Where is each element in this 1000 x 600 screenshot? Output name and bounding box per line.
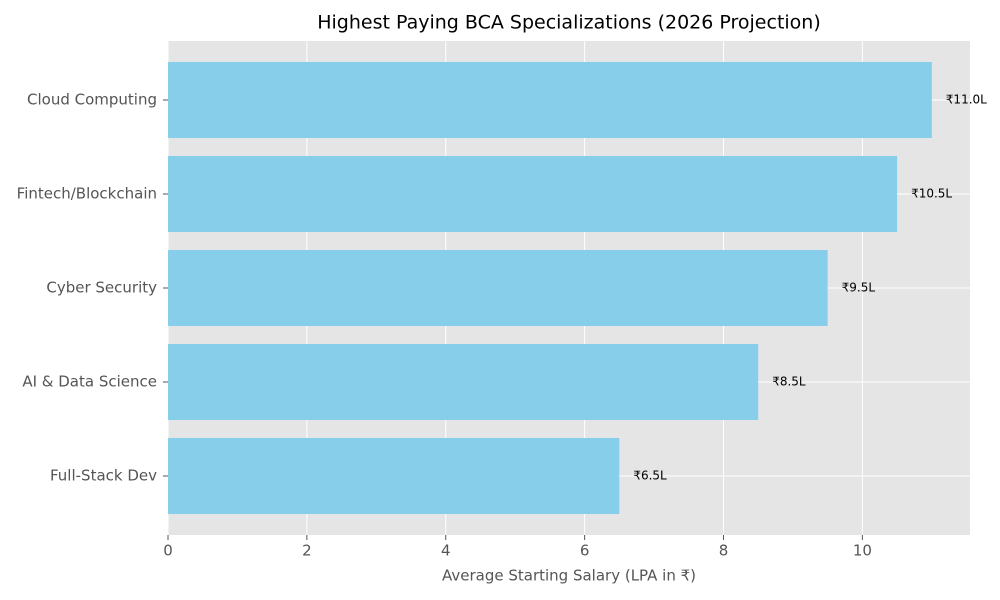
x-tick-label: 2 <box>302 542 312 560</box>
x-tick-label: 8 <box>719 542 729 560</box>
bar <box>168 156 898 232</box>
y-tick-label: Fintech/Blockchain <box>17 185 157 203</box>
bar <box>168 62 932 138</box>
bar <box>168 250 828 326</box>
bar <box>168 344 759 420</box>
x-tick-label: 10 <box>853 542 872 560</box>
y-tick-label: Full-Stack Dev <box>50 467 157 485</box>
chart-title: Highest Paying BCA Specializations (2026… <box>317 12 821 34</box>
x-tick-label: 0 <box>163 542 173 560</box>
y-tick-label: AI & Data Science <box>22 373 157 391</box>
x-tick-label: 4 <box>441 542 451 560</box>
value-label: ₹6.5L <box>633 469 667 483</box>
bar <box>168 438 620 514</box>
y-tick-label: Cyber Security <box>46 279 157 297</box>
value-label: ₹9.5L <box>842 281 876 295</box>
value-label: ₹8.5L <box>772 375 806 389</box>
x-axis-label: Average Starting Salary (LPA in ₹) <box>442 567 696 585</box>
value-label: ₹11.0L <box>946 93 987 107</box>
x-tick-label: 6 <box>580 542 590 560</box>
y-tick-label: Cloud Computing <box>27 91 157 109</box>
value-label: ₹10.5L <box>911 187 952 201</box>
